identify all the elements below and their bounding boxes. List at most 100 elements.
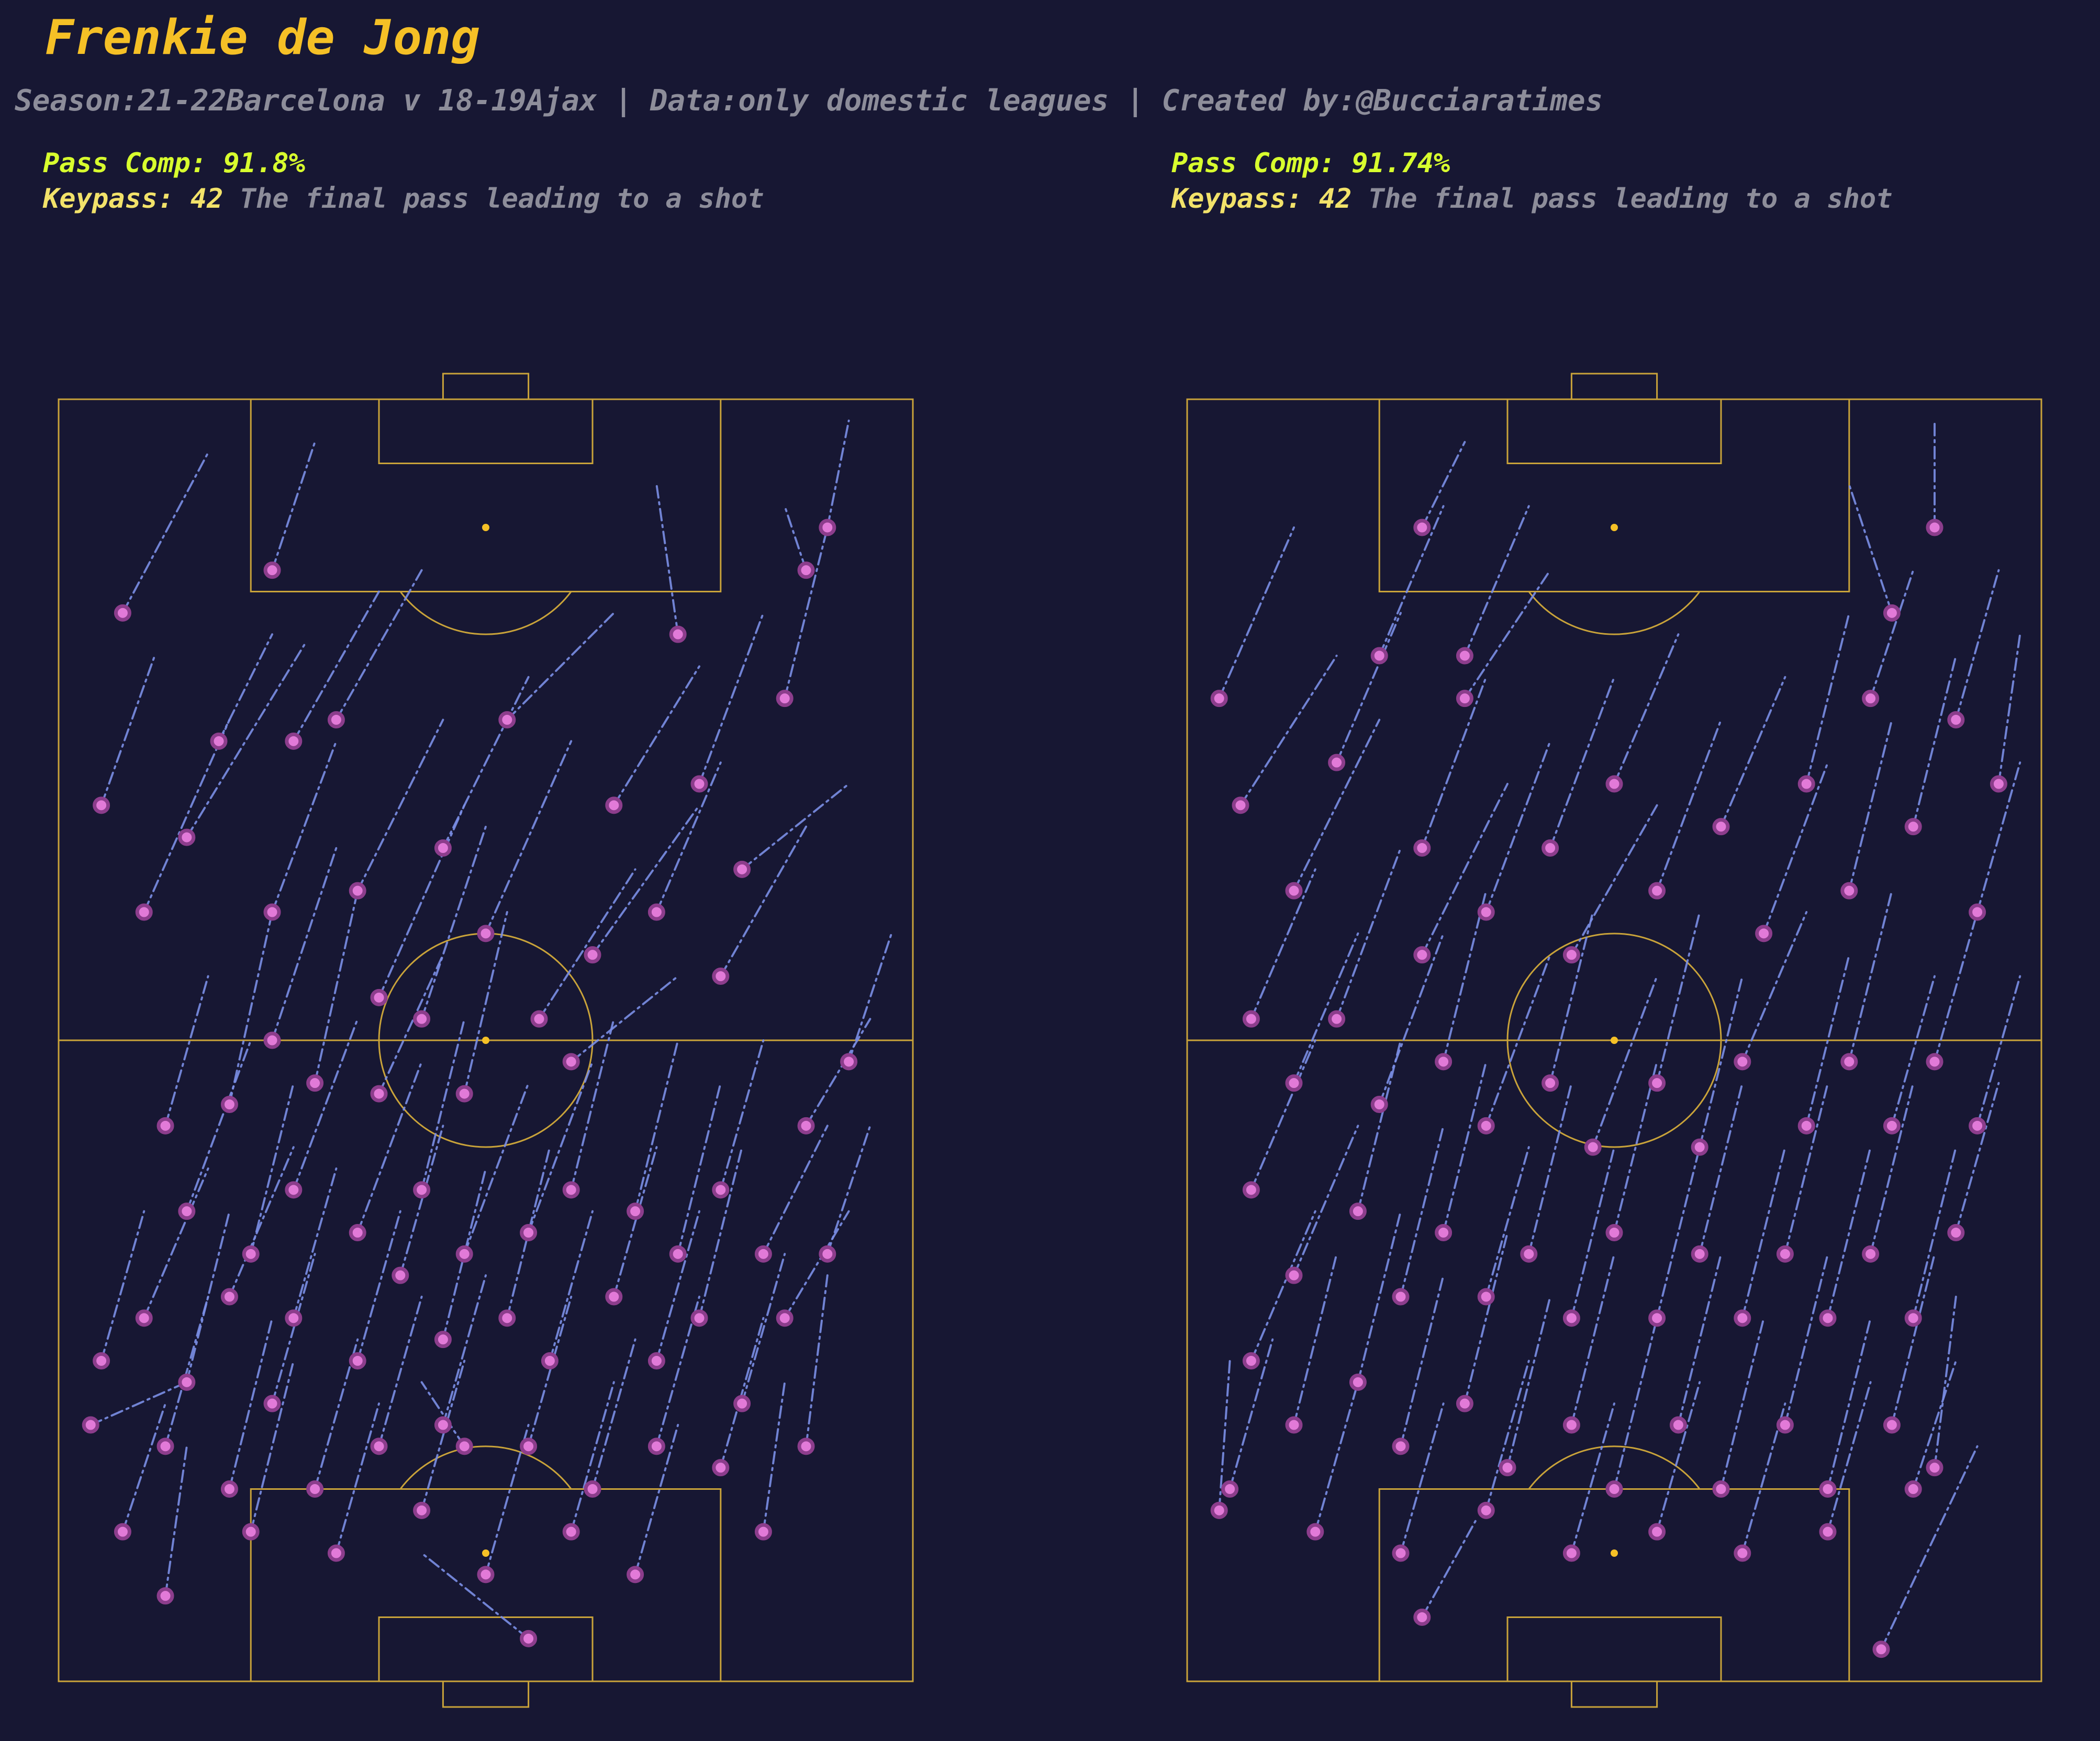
pass-line [1293, 932, 1359, 1084]
penalty-box-top [250, 398, 722, 592]
pass-line [570, 1381, 615, 1533]
pass-point [498, 1309, 516, 1327]
pass-point [1242, 1181, 1260, 1199]
pass-line [314, 1338, 359, 1490]
pass-point [1232, 796, 1249, 814]
pass-line [228, 1317, 273, 1490]
penalty-arc-bottom [399, 1445, 572, 1490]
pass-point [263, 1031, 281, 1049]
pass-point [1840, 1053, 1858, 1071]
six-yard-box-bottom [1506, 1616, 1722, 1682]
penalty-arc-bottom [1528, 1445, 1701, 1490]
penalty-spot-bottom [482, 1549, 489, 1557]
pass-point [1435, 1224, 1453, 1241]
pass-point [1734, 1309, 1751, 1327]
pass-point [1456, 690, 1473, 707]
pass-point [1435, 1053, 1453, 1071]
centre-spot [482, 1037, 489, 1044]
pass-line [1228, 1338, 1274, 1490]
pass-point [1370, 647, 1388, 665]
pass-line [1848, 718, 1893, 892]
pass-line [1720, 1317, 1765, 1490]
pass-point [1969, 1117, 1986, 1135]
pass-point [1648, 1074, 1666, 1092]
pass-line [485, 740, 573, 935]
pass-line [1613, 633, 1680, 785]
keypass-label-right: Keypass: 42 [1171, 183, 1352, 215]
pass-line [292, 590, 380, 743]
pass-point [434, 1416, 452, 1434]
pass-line [612, 665, 700, 806]
pass-line [784, 505, 807, 571]
pass-line [1570, 804, 1658, 956]
pass-line [121, 1402, 166, 1533]
pass-point [712, 1181, 730, 1199]
pass-line [570, 1018, 615, 1191]
pass-line [527, 1296, 573, 1447]
pass-line [1250, 1210, 1316, 1362]
pass-line [1250, 868, 1316, 1020]
pass-point [1605, 775, 1623, 793]
penalty-spot-bottom [1611, 1549, 1618, 1557]
pass-point [733, 1395, 751, 1412]
pass-line [1570, 1253, 1615, 1426]
pass-point [498, 711, 516, 728]
pass-line [1805, 953, 1850, 1127]
pass-line [762, 1125, 829, 1255]
pass-line [1741, 1402, 1786, 1554]
pass-line [100, 1210, 146, 1362]
pass-line [1218, 526, 1295, 700]
pass-point [584, 946, 601, 964]
pass-line [698, 1146, 743, 1319]
pass-line [292, 1018, 359, 1191]
pass-point [1413, 839, 1431, 857]
pass-line [762, 1381, 786, 1533]
pass-point [530, 1010, 548, 1028]
pass-point [690, 775, 708, 793]
pass-point [1477, 903, 1495, 921]
pass-line [591, 1338, 636, 1490]
pass-point [669, 625, 687, 643]
pass-point [1904, 818, 1922, 836]
penalty-box-top [1378, 398, 1850, 592]
pass-line [250, 1082, 295, 1255]
pass-line [314, 890, 359, 1084]
pass-line [420, 1018, 466, 1191]
centre-circle [1506, 933, 1722, 1148]
pass-point [413, 1501, 431, 1519]
pass-point [220, 1096, 238, 1113]
pass-point [1413, 946, 1431, 964]
pass-line [655, 761, 722, 913]
pass-line [164, 1445, 188, 1597]
pass-point [1926, 519, 1943, 536]
pass-point [1840, 882, 1858, 900]
pass-line [1442, 1060, 1488, 1234]
pass-point [1392, 1437, 1410, 1455]
pass-line [1527, 1082, 1573, 1255]
pass-point [627, 1566, 644, 1583]
pass-line [1421, 783, 1509, 956]
goal-bottom [1570, 1680, 1658, 1708]
pass-line [1954, 1082, 2000, 1234]
pass-point [413, 1010, 431, 1028]
pass-point [1520, 1245, 1538, 1263]
pass-point [1605, 1224, 1623, 1241]
pass-line [741, 783, 850, 871]
pass-point [1947, 1224, 1965, 1241]
pass-point [520, 1224, 538, 1241]
pass-point [1669, 1416, 1687, 1434]
pass-line [1293, 1253, 1338, 1426]
pass-line [271, 847, 338, 1041]
pass-point [1776, 1245, 1794, 1263]
pass-point [819, 1245, 836, 1263]
pass-line [538, 868, 636, 1020]
pass-point [1456, 1395, 1473, 1412]
pass-point [840, 1053, 858, 1071]
pass-point [220, 1480, 238, 1498]
pass-line [90, 1381, 188, 1426]
pass-line [1976, 761, 2021, 913]
pass-point [1883, 1117, 1901, 1135]
pass-line [719, 1039, 765, 1191]
pass-line [634, 1039, 679, 1212]
pass-line [356, 1060, 423, 1234]
